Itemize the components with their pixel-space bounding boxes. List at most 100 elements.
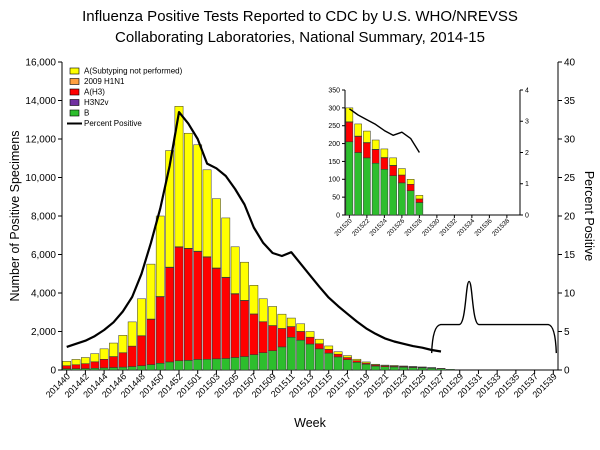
legend: A(Subtyping not performed)2009 H1N1 A(H3)…: [67, 67, 183, 128]
bar-segment: [71, 364, 81, 369]
bar-segment: [343, 359, 352, 371]
svg-text:3: 3: [525, 119, 529, 126]
bar-segment: [258, 352, 268, 371]
svg-text:0: 0: [525, 212, 529, 219]
svg-text:8,000: 8,000: [31, 212, 56, 223]
inset-chart-bars: [345, 107, 424, 216]
legend-swatch-a-h3-: [69, 88, 80, 96]
svg-text:100: 100: [328, 177, 340, 184]
bar-segment: [352, 360, 362, 363]
bar-segment: [212, 268, 221, 360]
bar-segment: [155, 296, 165, 364]
bar-segment: [221, 217, 231, 278]
bar-segment: [354, 123, 362, 137]
inset-chart-y-axis-right: 0 1 2 3 4: [520, 87, 529, 219]
bar-segment: [249, 354, 259, 371]
bar-segment: [137, 298, 146, 336]
bar-segment: [380, 148, 389, 158]
svg-text:201538: 201538: [491, 217, 512, 238]
bar-segment: [193, 359, 203, 371]
inset-chart-x-axis: 2015202015222015242015262015282015302015…: [333, 215, 511, 238]
bar-segment: [296, 323, 306, 332]
bar-segment: [406, 190, 415, 216]
svg-text:10: 10: [564, 289, 576, 300]
bar-segment: [109, 342, 118, 357]
legend-label: 2009 H1N1: [84, 77, 125, 86]
bar-segment: [165, 150, 174, 268]
bar-segment: [398, 174, 406, 184]
inset-chart: 0501001502002503003500123420152020152220…: [328, 87, 529, 237]
bar-segment: [71, 359, 81, 365]
bar-segment: [352, 362, 362, 371]
bar-segment: [212, 358, 221, 371]
svg-text:6,000: 6,000: [31, 250, 56, 261]
bar-segment: [417, 367, 427, 371]
main-chart-percent-positive-line: [66, 111, 442, 353]
bar-segment: [371, 162, 380, 216]
svg-text:5: 5: [564, 327, 570, 338]
bar-segment: [240, 300, 249, 357]
chart-title-line1: Influenza Positive Tests Reported to CDC…: [82, 8, 518, 25]
bar-segment: [406, 179, 415, 185]
bar-segment: [389, 165, 397, 176]
chart-title-line2: Collaborating Laboratories, National Sum…: [115, 28, 485, 46]
bar-segment: [212, 198, 221, 269]
bar-segment: [361, 363, 371, 371]
bar-segment: [427, 368, 437, 371]
bar-segment: [380, 366, 390, 371]
bar-segment: [343, 355, 352, 358]
svg-text:201532: 201532: [438, 217, 459, 238]
svg-text:1: 1: [525, 181, 529, 188]
bar-segment: [137, 335, 146, 367]
bar-segment: [90, 361, 100, 369]
svg-text:15: 15: [564, 250, 576, 261]
bar-segment: [193, 251, 203, 360]
bar-segment: [389, 175, 397, 216]
main-chart-y-axis-left: 0 2,000 4,000 6,000 8,000 10,000 12,000 14,000 1…: [25, 58, 62, 377]
inset-chart-axis-frame: [344, 90, 521, 216]
bar-segment: [183, 360, 193, 371]
svg-text:2,000: 2,000: [31, 327, 56, 338]
svg-text:10,000: 10,000: [25, 173, 56, 184]
svg-text:350: 350: [328, 87, 340, 94]
bar-segment: [343, 357, 352, 360]
legend-label: H3N2v: [84, 98, 108, 107]
bar-segment: [268, 350, 277, 371]
svg-text:201530: 201530: [421, 217, 442, 238]
y-axis-label-right: Percent Positive: [582, 170, 596, 262]
bar-segment: [286, 326, 296, 338]
bar-segment: [90, 353, 100, 363]
bar-segment: [258, 298, 268, 322]
bar-segment: [99, 359, 109, 369]
bar-segment: [352, 358, 362, 361]
bar-segment: [305, 343, 315, 371]
bar-segment: [230, 246, 240, 294]
bar-segment: [361, 361, 371, 364]
legend-label: B: [84, 109, 89, 118]
svg-text:300: 300: [328, 105, 340, 112]
bar-segment: [99, 367, 109, 371]
bar-segment: [155, 215, 165, 297]
bar-segment: [314, 343, 324, 350]
main-chart: 0 2,000 4,000 6,000 8,000 10,000 12,000 14,000 1…: [25, 58, 575, 400]
bar-segment: [118, 335, 128, 353]
bar-segment: [81, 363, 90, 369]
bar-segment: [109, 367, 118, 371]
bar-segment: [118, 366, 128, 371]
main-chart-x-axis: 2014402014422014442014462014482014502014…: [44, 370, 559, 400]
bar-segment: [118, 352, 128, 368]
bar-segment: [371, 149, 380, 164]
svg-text:0: 0: [336, 212, 340, 219]
main-chart-bars: [62, 106, 455, 371]
inset-range-brace: [430, 280, 558, 354]
svg-text:25: 25: [564, 173, 576, 184]
bar-segment: [324, 349, 334, 354]
bar-segment: [415, 195, 424, 200]
bar-segment: [62, 361, 72, 366]
legend-swatch-b: [69, 109, 80, 117]
bar-segment: [354, 136, 362, 153]
bar-segment: [109, 356, 118, 368]
bar-segment: [277, 346, 287, 371]
